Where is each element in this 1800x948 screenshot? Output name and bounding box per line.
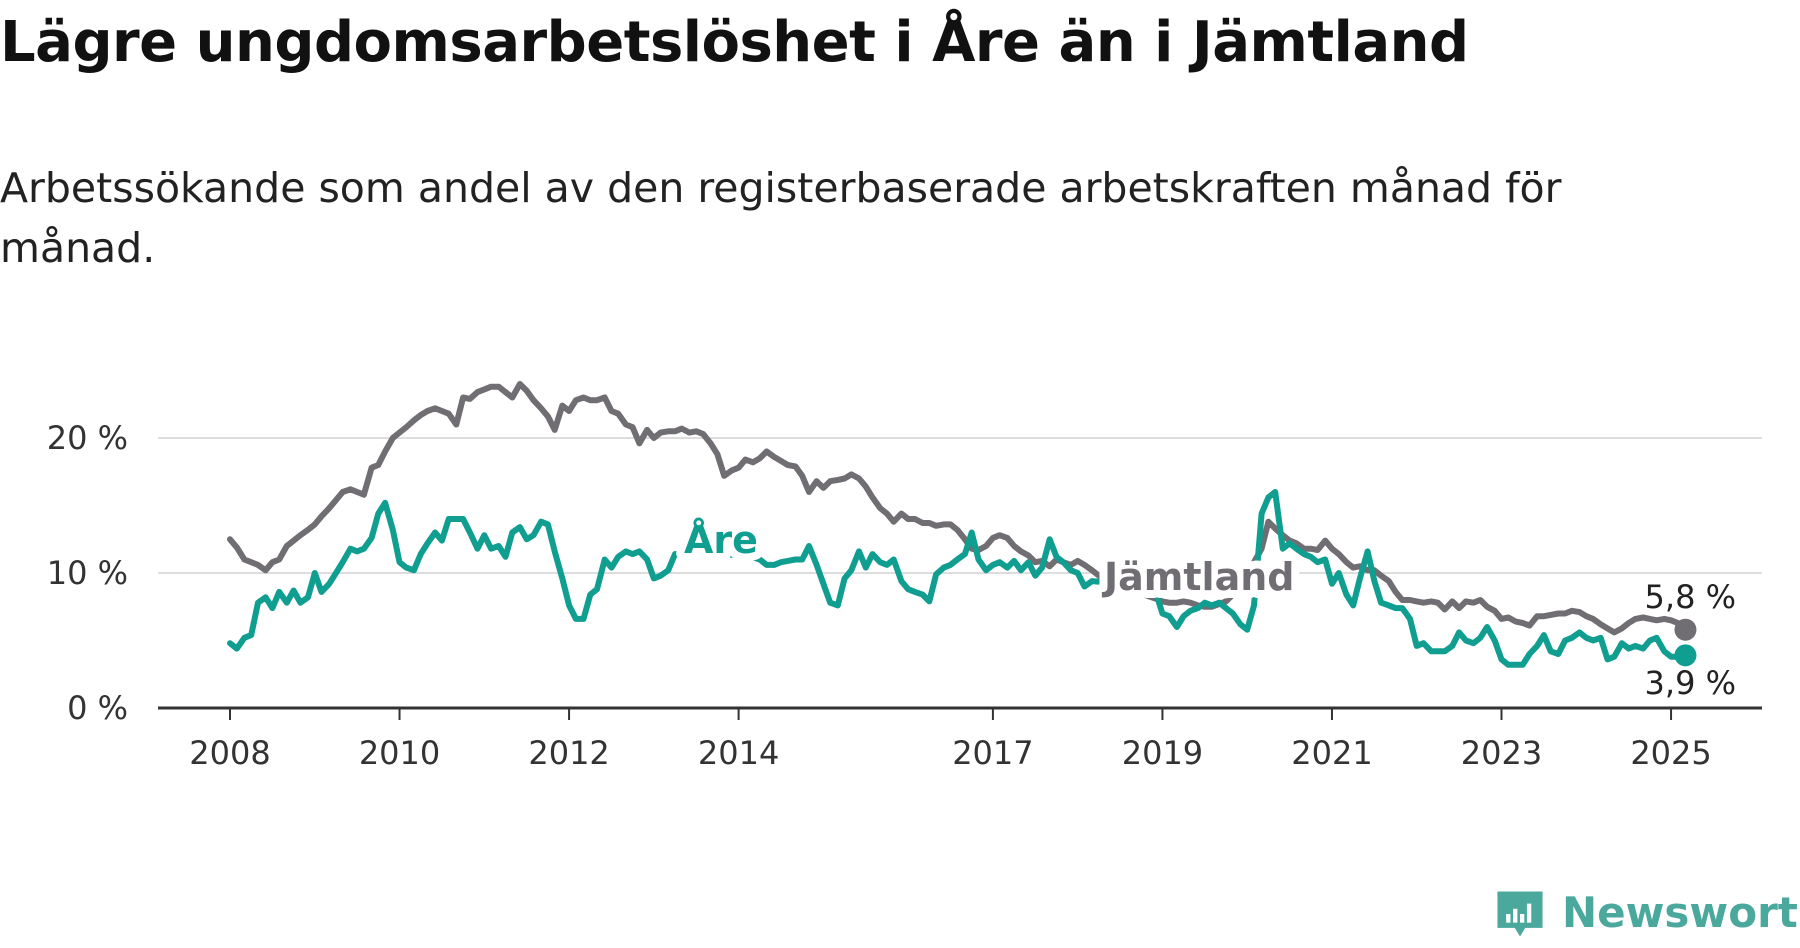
series-line-jamtland [227, 381, 1689, 636]
x-tick-label: 2008 [189, 734, 270, 772]
series-line-are [227, 489, 1689, 668]
series-label: Jämtland [1101, 555, 1294, 599]
y-tick-label: 0 % [67, 689, 128, 727]
x-tick-label: 2012 [528, 734, 609, 772]
x-tick-label: 2025 [1630, 734, 1711, 772]
brand-name: Newsworthy [1562, 888, 1800, 937]
x-tick-label: 2017 [952, 734, 1033, 772]
series-label: Åre [684, 518, 758, 562]
y-axis: 0 % 10 % 20 % [47, 419, 128, 727]
x-tick-label: 2019 [1122, 734, 1203, 772]
newsworthy-logo-icon [1497, 891, 1543, 937]
x-axis-ticks: 2008 2010 2012 2014 2017 2019 2021 2023 2025 [189, 708, 1712, 772]
y-tick-label: 10 % [47, 554, 128, 592]
series-label-halo: Åre [684, 518, 758, 562]
y-tick-label: 20 % [47, 419, 128, 457]
x-tick-label: 2010 [359, 734, 440, 772]
end-value-label-jamtland: 5,8 % [1645, 578, 1736, 616]
gridlines [158, 437, 1762, 574]
series-lines [227, 381, 1697, 668]
end-point-marker [1674, 618, 1697, 641]
end-point-marker [1674, 644, 1697, 667]
x-tick-label: 2023 [1461, 734, 1542, 772]
chart-title: Lägre ungdomsarbetslöshet i Åre än i Jäm… [0, 10, 1469, 75]
series-label-halo: Jämtland [1101, 555, 1294, 599]
x-tick-label: 2014 [698, 734, 779, 772]
end-value-label-are: 3,9 % [1645, 664, 1736, 702]
chart-subtitle: Arbetssökande som andel av den registerb… [0, 164, 1562, 272]
x-tick-label: 2021 [1291, 734, 1372, 772]
